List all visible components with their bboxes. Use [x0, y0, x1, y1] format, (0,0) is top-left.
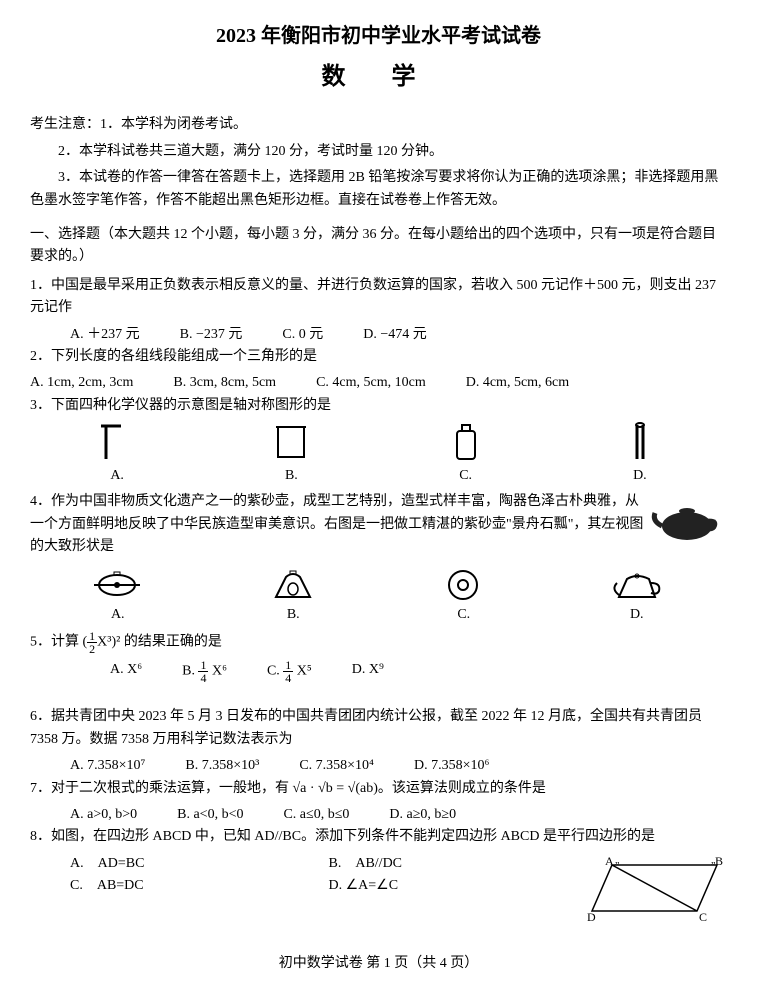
q7-options: A. a>0, b>0 B. a<0, b<0 C. a≤0, b≤0 D. a…: [70, 804, 727, 826]
q5-stem-prefix: 5．计算 (: [30, 635, 87, 650]
q2-opt-b: B. 3cm, 8cm, 5cm: [173, 372, 276, 394]
q3-img-a: [96, 421, 138, 463]
q7-opt-b: B. a<0, b<0: [177, 804, 243, 826]
q2-stem: 2．下列长度的各组线段能组成一个三角形的是: [30, 346, 727, 368]
q1-opt-c: C. 0 元: [282, 324, 323, 346]
q5-c-post: X⁵: [293, 664, 312, 679]
q4-label-d: D.: [630, 604, 644, 626]
q2-opt-a: A. 1cm, 2cm, 3cm: [30, 372, 133, 394]
q8-opt-c: C. AB=DC: [70, 875, 329, 897]
main-title: 2023 年衡阳市初中学业水平考试试卷: [30, 20, 727, 52]
q5-stem-suffix: X³)² 的结果正确的是: [97, 635, 222, 650]
q4-options-row: A. B. C. D.: [30, 567, 727, 626]
q7-opt-a: A. a>0, b>0: [70, 804, 137, 826]
q8-stem: 8．如图，在四边形 ABCD 中，已知 AD//BC。添加下列条件不能判定四边形…: [30, 826, 727, 848]
q5-b-post: X⁶: [208, 664, 227, 679]
q8-opt-a: A. AD=BC: [70, 853, 329, 875]
q1-opt-d: D. −474 元: [363, 324, 427, 346]
q5-opt-d: D. X⁹: [352, 659, 384, 684]
q4-img-b: [266, 567, 321, 602]
q3-img-b: [270, 421, 312, 463]
q4-img-c: [441, 567, 486, 602]
q4-stem: 4．作为中国非物质文化遗产之一的紫砂壶，成型工艺特别，造型式样丰富，陶器色泽古朴…: [30, 491, 647, 558]
tick-a: „: [615, 855, 619, 866]
q8-parallelogram-icon: A B C D „ „: [587, 853, 727, 923]
q6-opt-c: C. 7.358×10⁴: [299, 755, 374, 777]
q1-opt-b: B. −237 元: [180, 324, 243, 346]
q5-opt-b: B. 14 X⁶: [182, 659, 227, 684]
q1-options: A. ＋237 元 B. −237 元 C. 0 元 D. −474 元: [70, 324, 727, 346]
q6-opt-a: A. 7.358×10⁷: [70, 755, 145, 777]
q3-stem: 3．下面四种化学仪器的示意图是轴对称图形的是: [30, 395, 727, 417]
q5-opt-c: C. 14 X⁵: [267, 659, 312, 684]
q2-opt-c: C. 4cm, 5cm, 10cm: [316, 372, 426, 394]
vertex-c: C: [699, 910, 707, 923]
q7-opt-d: D. a≥0, b≥0: [389, 804, 456, 826]
q3-images: A. B. C. D.: [30, 421, 727, 487]
subject-title: 数 学: [30, 58, 727, 96]
q2-options: A. 1cm, 2cm, 3cm B. 3cm, 8cm, 5cm C. 4cm…: [30, 372, 727, 394]
q5-b-pre: B.: [182, 664, 198, 679]
q6-stem: 6．据共青团中央 2023 年 5 月 3 日发布的中国共青团团内统计公报，截至…: [30, 706, 727, 751]
vertex-d: D: [587, 910, 596, 923]
fraction-half-icon: 12: [87, 630, 97, 655]
q3-label-d: D.: [633, 465, 647, 487]
q3-label-c: C.: [459, 465, 472, 487]
notice-line-3: 3．本试卷的作答一律答在答题卡上，选择题用 2B 铅笔按涂写要求将你认为正确的选…: [30, 167, 727, 212]
q8-opt-b: B. AB//DC: [329, 853, 588, 875]
q4-teapot-icon: [647, 491, 727, 546]
page-footer: 初中数学试卷 第 1 页（共 4 页）: [30, 953, 727, 975]
notice-line-1: 考生注意：1．本学科为闭卷考试。: [30, 114, 727, 136]
q3-img-d: [619, 421, 661, 463]
q4-label-b: B.: [287, 604, 300, 626]
q5-options: A. X⁶ B. 14 X⁶ C. 14 X⁵ D. X⁹: [110, 659, 727, 684]
q6-opt-d: D. 7.358×10⁶: [414, 755, 489, 777]
q4-label-c: C.: [457, 604, 470, 626]
q4-img-d: [607, 567, 667, 602]
q6-opt-b: B. 7.358×10³: [185, 755, 259, 777]
q3-label-b: B.: [285, 465, 298, 487]
q5-opt-a: A. X⁶: [110, 659, 142, 684]
q4-label-a: A.: [111, 604, 125, 626]
q2-opt-d: D. 4cm, 5cm, 6cm: [466, 372, 569, 394]
q5-c-pre: C.: [267, 664, 283, 679]
q7-stem: 7．对于二次根式的乘法运算，一般地，有 √a · √b = √(ab)。该运算法…: [30, 778, 727, 800]
section-1-heading: 一、选择题（本大题共 12 个小题，每小题 3 分，满分 36 分。在每小题给出…: [30, 224, 727, 269]
q4-img-a: [90, 567, 145, 602]
q3-img-c: [445, 421, 487, 463]
q7-opt-c: C. a≤0, b≤0: [283, 804, 349, 826]
fraction-quarter-icon: 14: [198, 659, 208, 684]
q8-opt-d: D. ∠A=∠C: [329, 875, 588, 897]
q6-options: A. 7.358×10⁷ B. 7.358×10³ C. 7.358×10⁴ D…: [70, 755, 727, 777]
fraction-quarter2-icon: 14: [283, 659, 293, 684]
q1-stem: 1．中国是最早采用正负数表示相反意义的量、并进行负数运算的国家，若收入 500 …: [30, 275, 727, 320]
notice-line-2: 2．本学科试卷共三道大题，满分 120 分，考试时量 120 分钟。: [30, 141, 727, 163]
q1-opt-a: A. ＋237 元: [70, 324, 140, 346]
q3-label-a: A.: [110, 465, 124, 487]
q5-stem: 5．计算 (12X³)² 的结果正确的是: [30, 630, 727, 655]
tick-b: „: [711, 855, 715, 866]
